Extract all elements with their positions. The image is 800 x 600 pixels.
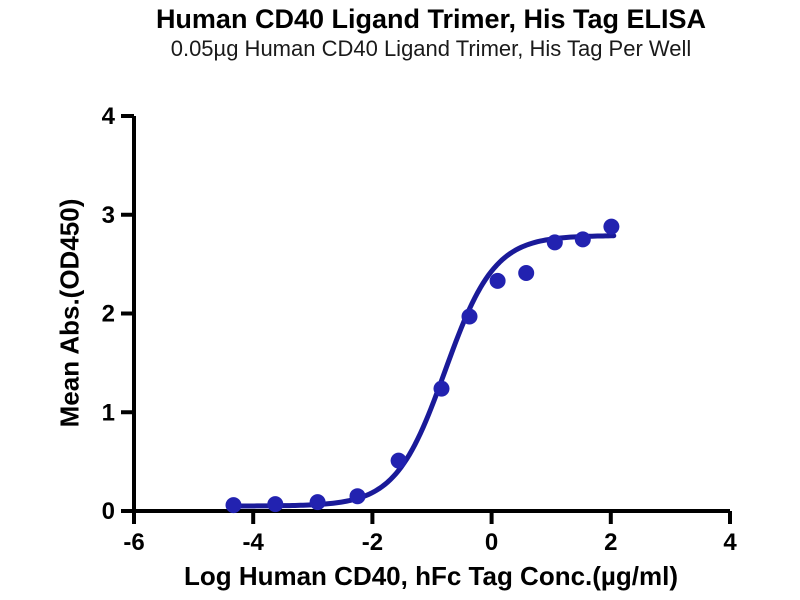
x-tick-label: -4 [243, 529, 265, 556]
data-point [390, 452, 407, 469]
x-tick-label: 4 [723, 529, 737, 556]
axis-line [132, 116, 730, 513]
x-tick-label: -6 [123, 529, 144, 556]
y-tick-label: 2 [102, 301, 115, 328]
data-point [267, 496, 284, 513]
fit-curve [229, 233, 617, 509]
data-point [603, 218, 620, 235]
y-tick-label: 0 [102, 498, 115, 525]
data-point [461, 308, 478, 325]
data-point [518, 265, 535, 281]
x-tick-label: 0 [485, 529, 498, 556]
data-point [309, 494, 326, 511]
x-axis-label: Log Human CD40, hFc Tag Conc.(µg/ml) [183, 561, 679, 591]
chart-title: Human CD40 Ligand Trimer, His Tag ELISA [155, 4, 707, 34]
data-point [225, 497, 242, 514]
data-point [546, 234, 563, 251]
y-tick-label: 1 [102, 399, 115, 426]
x-tick-label: -2 [362, 529, 383, 556]
y-axis-label: Mean Abs.(OD450) [54, 198, 85, 428]
data-point [489, 272, 506, 289]
data-point [349, 488, 366, 505]
y-tick-label: 4 [102, 103, 116, 130]
chart-subtitle: 0.05µg Human CD40 Ligand Trimer, His Tag… [170, 36, 692, 61]
data-point [574, 231, 591, 248]
y-tick-label: 3 [102, 202, 115, 229]
data-point [433, 380, 450, 397]
x-tick-label: 2 [604, 529, 617, 556]
